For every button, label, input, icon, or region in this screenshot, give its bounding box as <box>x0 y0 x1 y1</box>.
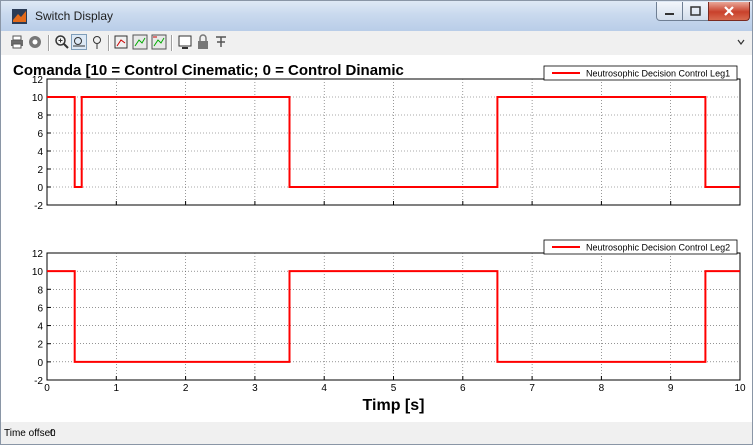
x-tick-label: 3 <box>252 383 258 394</box>
y-tick-label: -2 <box>34 201 43 212</box>
minimize-icon <box>665 13 674 15</box>
y-tick-label: 8 <box>37 285 43 296</box>
matlab-icon <box>12 9 27 24</box>
minimize-button[interactable] <box>656 2 683 21</box>
toolbar-separator <box>108 35 110 51</box>
y-tick-label: 2 <box>37 340 43 351</box>
y-tick-label: 12 <box>32 249 44 260</box>
print-icon[interactable] <box>9 34 25 50</box>
y-tick-label: 2 <box>37 165 43 176</box>
autoscale-icon[interactable] <box>113 34 129 50</box>
x-axis-label: Timp [s] <box>363 397 425 414</box>
legend-box <box>543 239 738 255</box>
y-tick-label: 6 <box>37 303 43 314</box>
lock-icon[interactable] <box>195 34 211 50</box>
x-tick-label: 0 <box>44 383 50 394</box>
x-tick-label: 9 <box>668 383 674 394</box>
x-tick-label: 10 <box>734 383 746 394</box>
x-tick-label: 2 <box>183 383 189 394</box>
legend-label: Neutrosophic Decision Control Leg1 <box>586 69 730 79</box>
close-icon <box>724 6 734 16</box>
toolbar-separator <box>171 35 173 51</box>
title-bar[interactable]: Switch Display <box>1 1 752 31</box>
y-tick-label: 0 <box>37 183 43 194</box>
plot-area: -2 0 2 4 6 8 10 12 Comanda [10 = Control Cinemat… <box>1 55 752 422</box>
y-tick-label: 0 <box>37 358 43 369</box>
zoom-x-icon[interactable] <box>71 34 87 50</box>
toolbar-separator <box>48 35 50 51</box>
restore-axes-icon[interactable] <box>151 34 167 50</box>
time-offset-label: Time offset: <box>4 428 56 439</box>
toolbar-overflow-icon[interactable] <box>736 37 746 47</box>
parameters-icon[interactable] <box>27 34 43 50</box>
legend-label: Neutrosophic Decision Control Leg2 <box>586 243 730 253</box>
zoom-in-icon[interactable] <box>54 34 70 50</box>
x-tick-label: 1 <box>114 383 120 394</box>
toolbar <box>1 31 752 55</box>
series-line-1 <box>47 270 740 363</box>
close-button[interactable] <box>708 2 750 21</box>
maximize-icon <box>690 6 701 16</box>
y-tick-label: 8 <box>37 111 43 122</box>
time-offset-value: 0 <box>50 428 56 439</box>
x-tick-label: 8 <box>599 383 605 394</box>
y-tick-label: 4 <box>37 147 43 158</box>
y-tick-label: 6 <box>37 129 43 140</box>
legend-box <box>543 65 738 81</box>
series-line-1 <box>47 96 740 188</box>
window-title: Switch Display <box>35 9 114 23</box>
y-tick-label: 10 <box>32 93 44 104</box>
status-bar: Time offset: 0 <box>1 422 752 444</box>
x-tick-label: 5 <box>391 383 397 394</box>
y-tick-label: 12 <box>32 75 44 86</box>
y-tick-label: 4 <box>37 322 43 333</box>
maximize-button[interactable] <box>682 2 709 21</box>
signal-selection-icon[interactable] <box>213 34 229 50</box>
floating-scope-icon[interactable] <box>177 34 193 50</box>
x-tick-label: 7 <box>529 383 535 394</box>
y-tick-label: 10 <box>32 267 44 278</box>
x-tick-label: 4 <box>321 383 327 394</box>
y-tick-label: -2 <box>34 376 43 387</box>
x-tick-label: 6 <box>460 383 466 394</box>
chart-title: Comanda [10 = Control Cinematic; 0 = Con… <box>13 62 404 79</box>
zoom-y-icon[interactable] <box>89 34 105 50</box>
save-axes-icon[interactable] <box>132 34 148 50</box>
